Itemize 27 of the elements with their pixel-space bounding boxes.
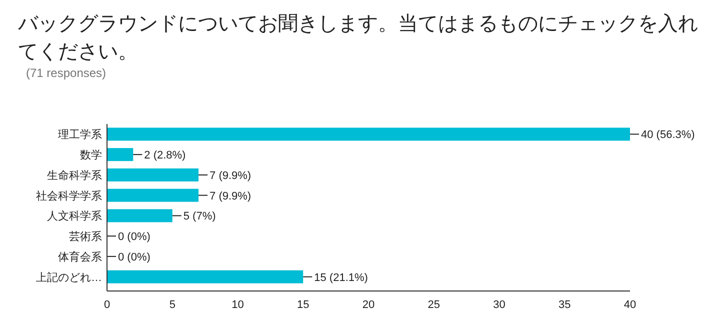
data-label: 40 (56.3%) — [641, 129, 695, 142]
x-tick-label: 35 — [558, 299, 571, 311]
data-label: 5 (7%) — [183, 210, 216, 223]
y-tick-label: 上記のどれ… — [36, 270, 102, 284]
x-tick-label: 5 — [169, 299, 176, 311]
x-tick-label: 25 — [428, 299, 440, 311]
data-label: 7 (9.9%) — [210, 190, 252, 202]
data-label: 0 (0%) — [118, 231, 150, 244]
x-tick-label: 0 — [104, 299, 110, 311]
y-tick-label: 芸術系 — [69, 230, 102, 244]
x-tick-label: 20 — [362, 299, 375, 311]
y-tick-label: 社会科学学系 — [36, 189, 102, 202]
x-tick-label: 10 — [232, 299, 244, 311]
x-tick-label: 30 — [493, 299, 506, 311]
data-label: 0 (0%) — [118, 251, 150, 264]
y-tick-label: 人文科学系 — [47, 210, 102, 223]
data-label: 15 (21.1%) — [314, 272, 368, 284]
chart-title: バックグラウンドについてお聞きします。当てはまるものにチェックを入れてください。 — [18, 12, 698, 65]
data-label: 7 (9.9%) — [210, 170, 252, 182]
data-label: 2 (2.8%) — [144, 150, 186, 162]
chart-subtitle: (71 responses) — [26, 66, 106, 80]
y-tick-label: 体育会系 — [58, 250, 102, 264]
y-tick-label: 理工学系 — [58, 128, 102, 142]
y-tick-label: 数学 — [80, 150, 102, 162]
y-tick-label: 生命科学系 — [47, 168, 102, 182]
x-tick-label: 40 — [624, 299, 636, 311]
x-tick-label: 15 — [297, 299, 310, 311]
